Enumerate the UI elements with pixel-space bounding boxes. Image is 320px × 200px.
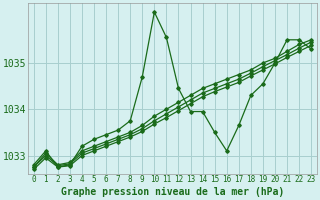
- X-axis label: Graphe pression niveau de la mer (hPa): Graphe pression niveau de la mer (hPa): [61, 187, 284, 197]
